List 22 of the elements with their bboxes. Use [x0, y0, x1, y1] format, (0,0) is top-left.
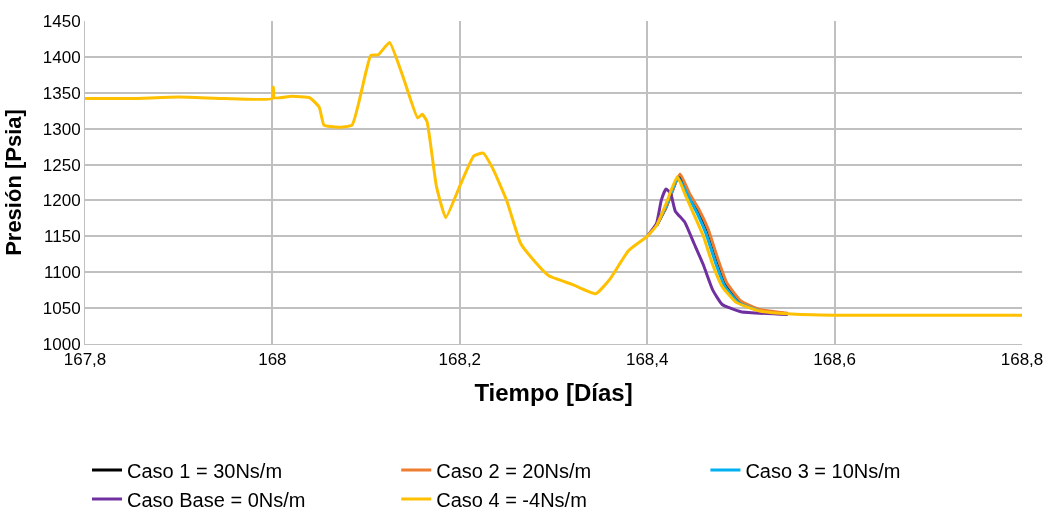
- x-tick-label: 168,4: [625, 350, 669, 370]
- x-tick-label: 168: [258, 350, 287, 370]
- x-tick-label: 168,8: [1000, 350, 1044, 370]
- x-tick-label: 168,6: [813, 350, 856, 370]
- x-tick-label: 168,2: [438, 350, 482, 370]
- y-tick-label: 1400: [42, 47, 81, 67]
- y-axis-title: Presión [Psia]: [0, 109, 26, 256]
- legend-label: Caso 2 = 20Ns/m: [436, 459, 592, 482]
- y-tick-label: 1150: [44, 227, 81, 247]
- legend-label: Caso 3 = 10Ns/m: [745, 459, 901, 482]
- legend-label: Caso 1 = 30Ns/m: [127, 459, 283, 482]
- y-tick-label: 1250: [42, 155, 81, 175]
- y-tick-label: 1200: [42, 191, 81, 211]
- line-series: [85, 41, 1022, 317]
- y-tick-label: 1050: [42, 299, 81, 319]
- y-tick-label: 1450: [42, 11, 81, 31]
- x-axis-title: Tiempo [Días]: [474, 378, 633, 406]
- legend-label: Caso Base = 0Ns/m: [127, 488, 306, 511]
- y-tick-label: 1350: [42, 83, 81, 103]
- y-tick-label: 1100: [44, 263, 81, 283]
- y-tick-label: 1300: [42, 119, 81, 139]
- legend-label: Caso 4 = -4Ns/m: [436, 488, 587, 511]
